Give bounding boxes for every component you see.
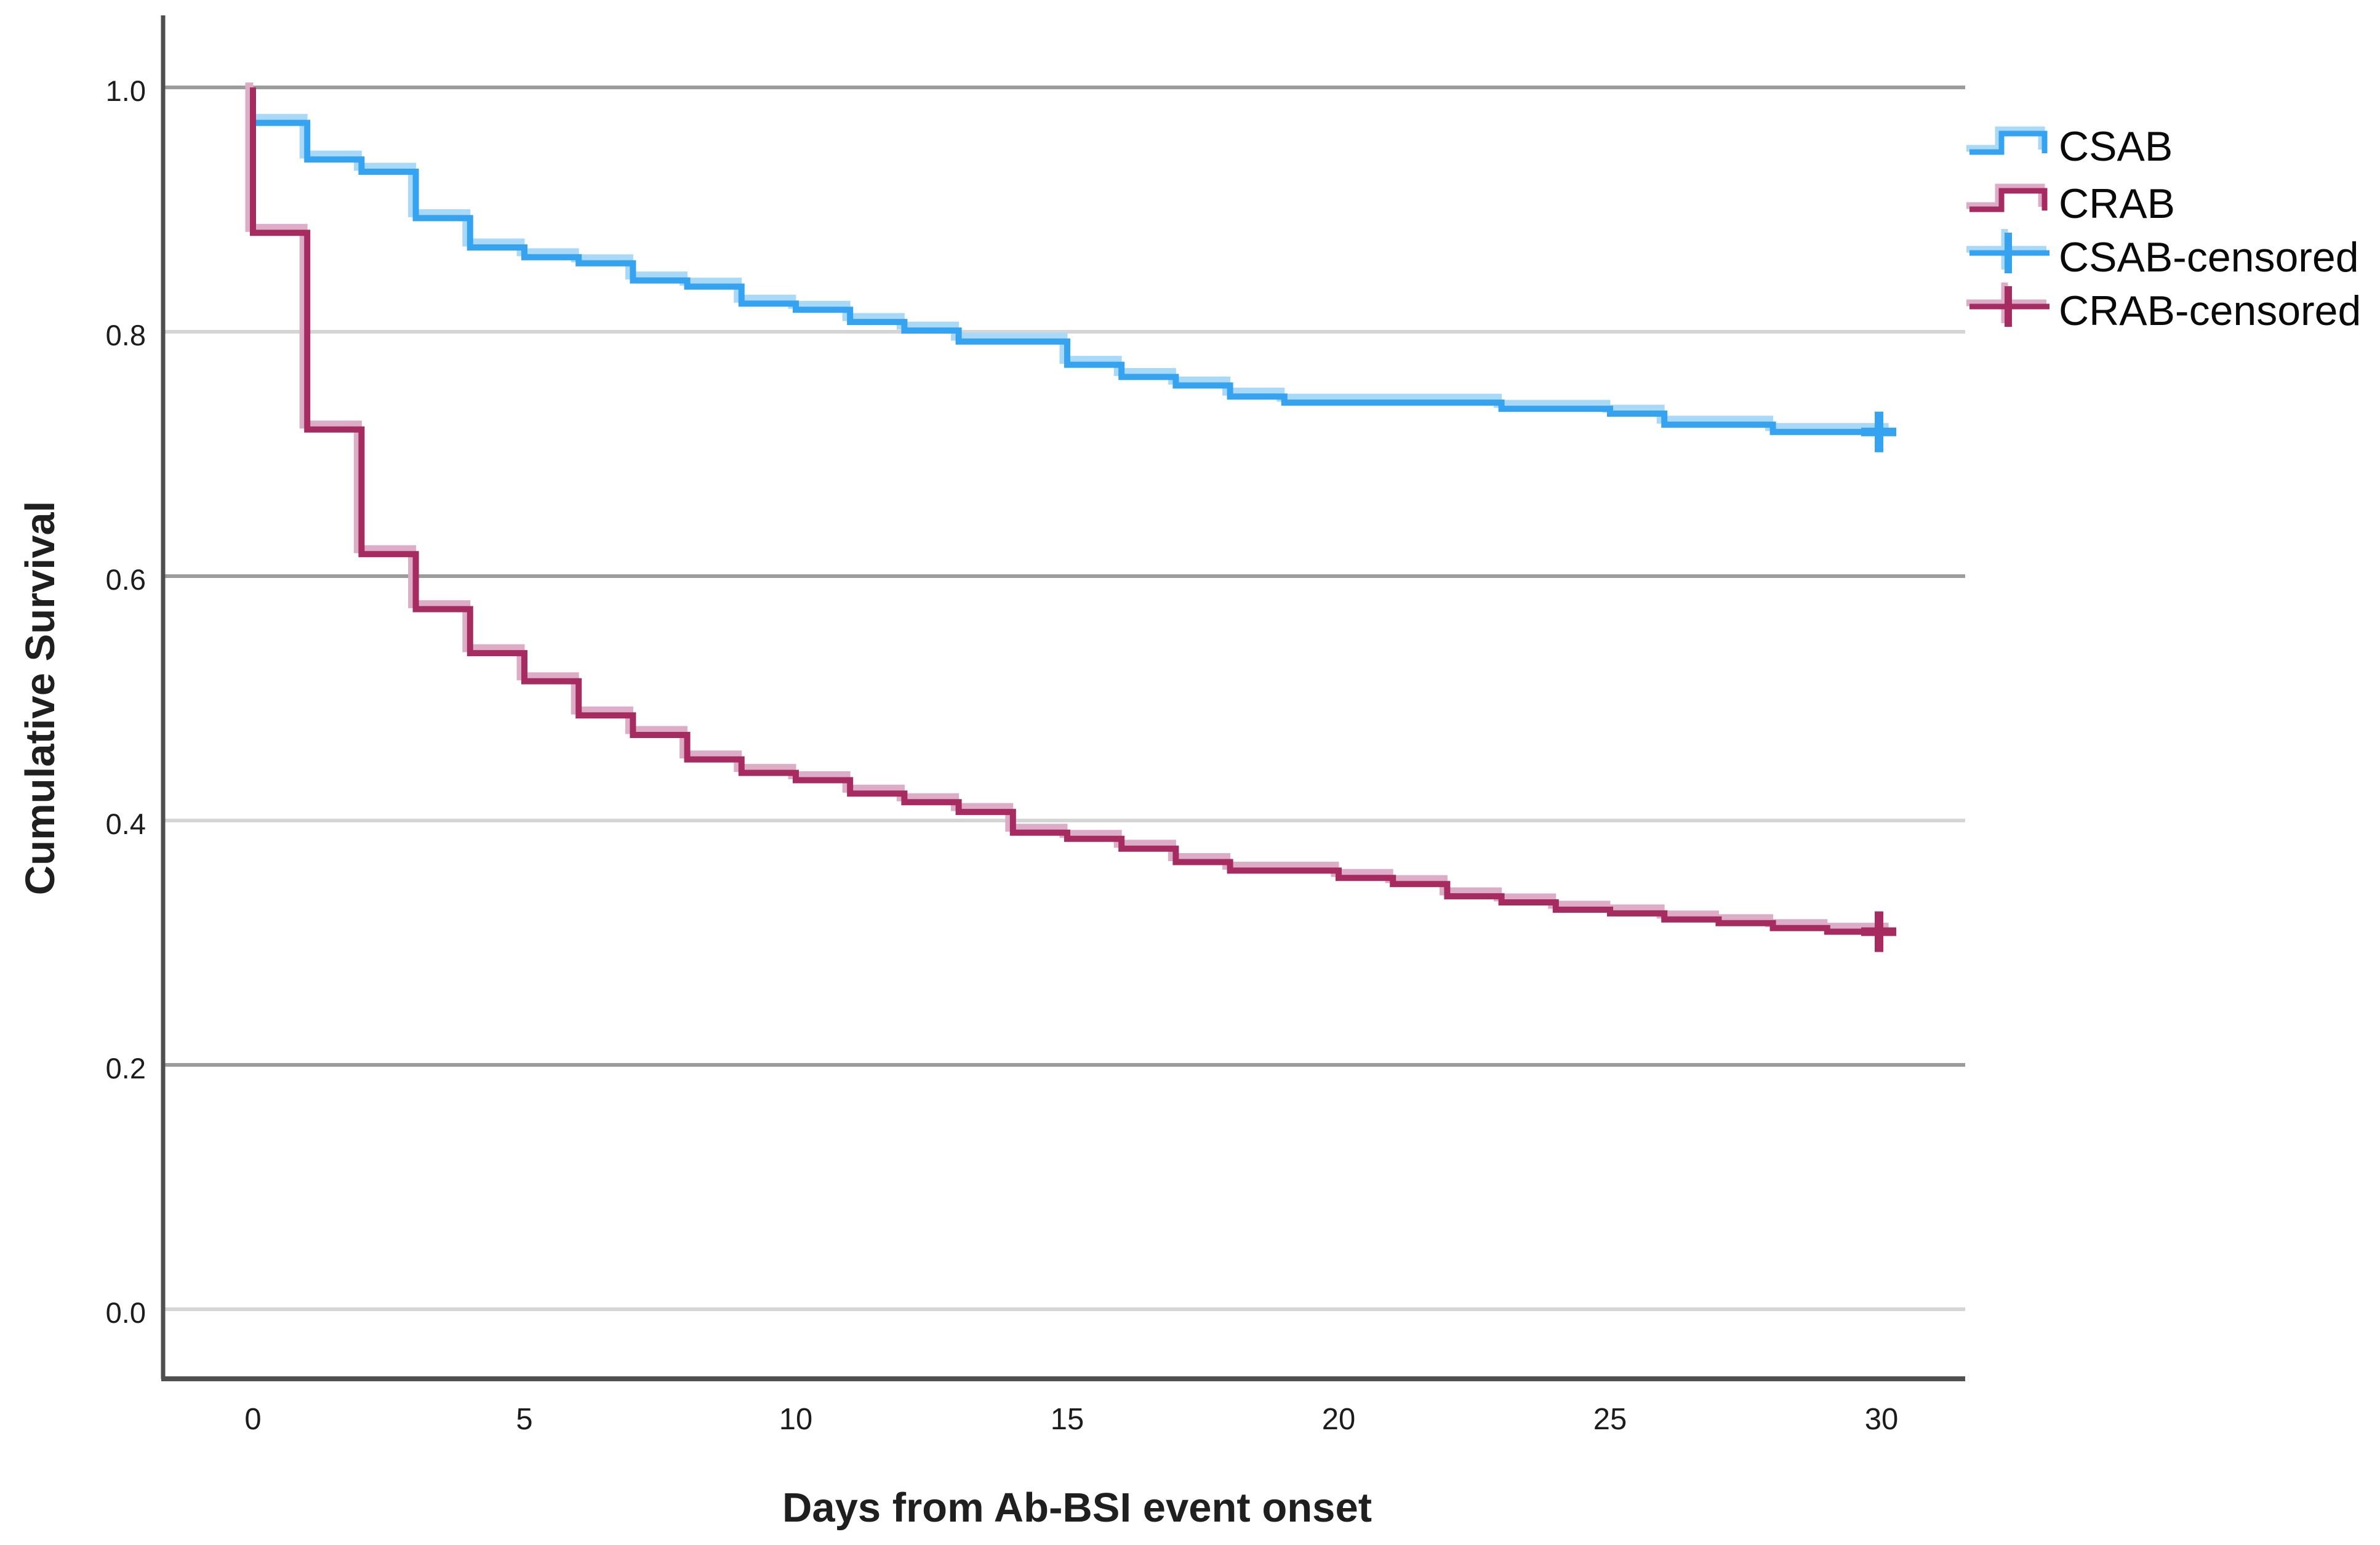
x-tick-label: 0 [244, 1403, 261, 1436]
y-tick-label: 1.0 [106, 74, 146, 107]
censored-mark-csab [1861, 411, 1896, 452]
legend-sample-censored-csab [1966, 229, 2049, 273]
gridlines [163, 86, 1965, 1311]
x-axis-title: Days from Ab-BSI event onset [782, 1485, 1372, 1531]
legend-label-crab-censored: CRAB-censored [2059, 287, 2361, 334]
x-tick-label: 25 [1593, 1403, 1627, 1436]
legend-label-csab: CSAB [2059, 123, 2173, 170]
censor-marks [1861, 411, 1896, 952]
x-tick-label: 30 [1865, 1403, 1899, 1436]
x-tick-label: 5 [516, 1403, 532, 1436]
x-tick-label: 15 [1051, 1403, 1084, 1436]
y-tick-label: 0.4 [106, 808, 146, 840]
survival-curves [245, 82, 1893, 935]
curve-crab [250, 87, 1893, 935]
censored-mark-crab [1861, 911, 1896, 952]
x-tick-label: 20 [1322, 1403, 1356, 1436]
y-tick-label: 0.6 [106, 563, 146, 596]
legend-key-samples [1966, 126, 2049, 327]
legend-label-csab-censored: CSAB-censored [2059, 234, 2359, 281]
y-tick-label: 0.2 [106, 1052, 146, 1085]
curve-csab [250, 87, 1893, 435]
curve-halo-csab [245, 82, 1889, 431]
y-tick-label: 0.8 [106, 319, 146, 351]
legend-sample-crab [1966, 183, 2048, 212]
legend-label-crab: CRAB [2059, 180, 2175, 227]
curve-halo-crab [245, 82, 1889, 931]
legend-sample-csab [1966, 126, 2048, 155]
y-tick-label: 0.0 [106, 1296, 146, 1329]
x-tick-label: 10 [779, 1403, 813, 1436]
y-axis-title: Cumulative Survival [17, 501, 63, 895]
legend-sample-censored-crab [1966, 283, 2049, 327]
axis-spines [161, 15, 1965, 1381]
